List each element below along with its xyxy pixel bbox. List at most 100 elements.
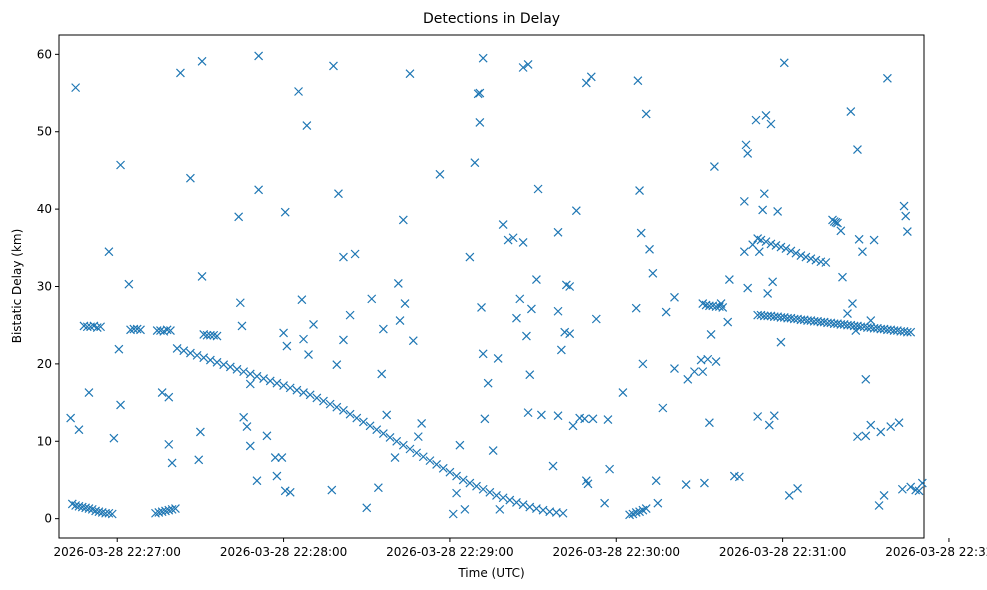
detection-marker bbox=[768, 277, 778, 287]
detection-marker bbox=[272, 471, 282, 481]
detection-marker bbox=[285, 383, 295, 393]
detection-marker bbox=[498, 493, 508, 503]
detection-marker bbox=[432, 460, 442, 469]
detection-marker bbox=[252, 476, 262, 486]
detection-marker bbox=[395, 316, 405, 325]
detection-marker bbox=[280, 486, 290, 496]
detection-marker bbox=[886, 422, 896, 431]
detection-marker bbox=[758, 205, 768, 215]
detection-marker bbox=[400, 299, 410, 308]
detection-marker bbox=[325, 399, 335, 409]
detection-marker bbox=[553, 306, 563, 316]
detection-marker bbox=[212, 331, 222, 341]
detection-marker bbox=[242, 422, 252, 431]
x-tick-label: 2026-03-28 22:27:00 bbox=[53, 545, 180, 559]
detection-marker bbox=[285, 487, 295, 497]
detection-marker bbox=[690, 367, 699, 377]
detection-marker bbox=[445, 467, 455, 477]
detection-marker bbox=[866, 420, 876, 430]
detection-marker bbox=[197, 56, 207, 66]
detection-marker bbox=[605, 464, 615, 474]
detection-marker bbox=[197, 272, 207, 281]
detection-marker bbox=[332, 360, 342, 370]
detection-marker bbox=[861, 431, 871, 441]
detection-marker bbox=[902, 227, 912, 236]
detection-marker bbox=[635, 186, 644, 195]
detection-marker bbox=[565, 282, 575, 291]
y-tick-label: 40 bbox=[37, 202, 52, 216]
detection-marker bbox=[512, 497, 521, 507]
detection-marker bbox=[522, 331, 531, 341]
detection-marker bbox=[658, 403, 668, 413]
detection-marker bbox=[304, 350, 313, 360]
detection-marker bbox=[132, 324, 142, 334]
detection-marker bbox=[848, 299, 857, 308]
data-markers bbox=[66, 51, 927, 520]
detection-marker bbox=[245, 379, 255, 389]
detection-marker bbox=[259, 374, 269, 384]
detection-marker bbox=[282, 341, 292, 351]
detection-marker bbox=[294, 87, 303, 96]
detection-marker bbox=[581, 78, 591, 88]
detection-marker bbox=[831, 217, 841, 227]
detection-marker bbox=[533, 184, 543, 194]
detection-marker bbox=[874, 501, 884, 510]
detection-marker bbox=[723, 317, 733, 327]
detection-marker bbox=[764, 420, 774, 430]
detection-marker bbox=[739, 247, 749, 257]
detection-marker bbox=[709, 162, 719, 171]
detection-marker bbox=[493, 354, 503, 363]
detection-marker bbox=[779, 58, 789, 68]
detection-marker bbox=[385, 432, 395, 442]
detection-marker bbox=[523, 59, 533, 69]
detection-marker bbox=[458, 475, 468, 485]
detection-marker bbox=[377, 369, 387, 379]
detection-marker bbox=[748, 240, 758, 250]
detection-marker bbox=[329, 61, 338, 71]
detection-marker bbox=[558, 508, 568, 518]
detection-marker bbox=[239, 412, 249, 422]
detection-marker bbox=[556, 345, 566, 355]
detection-marker bbox=[653, 498, 663, 508]
detection-marker bbox=[438, 463, 448, 473]
detection-marker bbox=[279, 381, 288, 390]
detection-marker bbox=[651, 476, 661, 486]
detection-marker bbox=[536, 410, 546, 420]
detection-marker bbox=[488, 446, 498, 455]
detection-marker bbox=[350, 249, 360, 259]
detection-marker bbox=[235, 298, 245, 308]
y-tick-label: 10 bbox=[37, 434, 52, 448]
detection-marker bbox=[390, 453, 400, 462]
detection-marker bbox=[299, 388, 308, 397]
detection-marker bbox=[473, 89, 483, 99]
detection-marker bbox=[205, 355, 215, 365]
detection-marker bbox=[548, 461, 558, 471]
detection-marker bbox=[378, 324, 388, 334]
detection-marker bbox=[791, 248, 801, 258]
detection-marker bbox=[107, 509, 117, 519]
detection-marker bbox=[272, 378, 282, 388]
detection-marker bbox=[167, 458, 177, 468]
detection-marker bbox=[866, 316, 876, 325]
detection-marker bbox=[71, 83, 81, 93]
detection-marker bbox=[754, 247, 764, 257]
detection-marker bbox=[784, 491, 794, 500]
detection-marker bbox=[478, 53, 488, 63]
detection-marker bbox=[472, 481, 481, 491]
detection-marker bbox=[279, 328, 288, 338]
detection-marker bbox=[116, 400, 125, 410]
detection-marker bbox=[234, 212, 244, 222]
detection-marker bbox=[806, 254, 816, 264]
detection-marker bbox=[583, 479, 593, 489]
detection-marker bbox=[716, 299, 726, 308]
detection-marker bbox=[478, 484, 488, 494]
detection-marker bbox=[704, 418, 714, 428]
detection-marker bbox=[580, 414, 590, 424]
detection-marker bbox=[161, 506, 170, 516]
detection-marker bbox=[151, 508, 160, 518]
detection-marker bbox=[417, 419, 427, 428]
detection-marker bbox=[869, 235, 879, 245]
detection-marker bbox=[902, 327, 912, 337]
detection-marker bbox=[553, 411, 563, 421]
detection-marker bbox=[136, 325, 145, 335]
